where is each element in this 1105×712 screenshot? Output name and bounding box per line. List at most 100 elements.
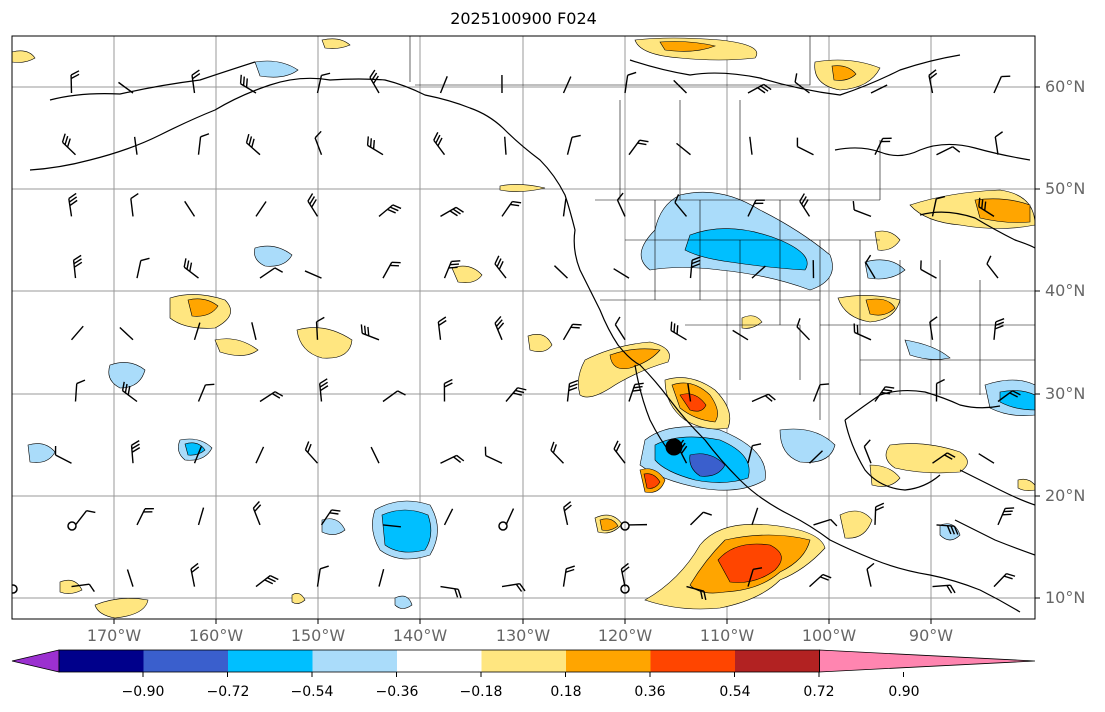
wind-barb xyxy=(747,443,762,464)
wind-barb xyxy=(986,255,999,279)
wind-barb xyxy=(494,315,505,341)
wind-barb xyxy=(928,69,938,94)
wind-barb xyxy=(197,133,210,155)
wind-barb xyxy=(686,585,707,601)
lon-label-150w: 150°W xyxy=(290,626,346,645)
wind-barb xyxy=(501,200,522,217)
wind-barb xyxy=(193,322,201,341)
wind-barb xyxy=(304,270,322,279)
wind-barb xyxy=(747,567,763,587)
wind-barb xyxy=(119,327,134,341)
wind-barb xyxy=(382,261,401,279)
wind-barb xyxy=(72,254,83,279)
wind-barb xyxy=(133,136,138,155)
wind-barb xyxy=(620,562,630,587)
wind-barb xyxy=(118,81,134,94)
wind-barb xyxy=(74,379,86,402)
wind-barb xyxy=(259,267,283,279)
wind-barb xyxy=(443,508,454,526)
wind-barb xyxy=(931,195,946,217)
wind-barb xyxy=(566,379,579,402)
colorbar-segment xyxy=(59,650,144,672)
wind-barb xyxy=(751,507,759,526)
wind-barb xyxy=(997,507,1015,526)
wind-barb xyxy=(751,393,776,403)
wind-barb xyxy=(809,573,832,588)
wind-barb xyxy=(799,193,811,217)
state-boundaries xyxy=(409,36,1035,420)
colorbar-tick-6: 0.18 xyxy=(550,684,582,700)
wind-barb xyxy=(614,316,626,341)
wind-barb xyxy=(316,72,331,94)
wind-barb xyxy=(440,585,462,599)
colorbar xyxy=(11,649,1036,677)
colorbar-segment xyxy=(566,650,651,672)
lon-label-140w: 140°W xyxy=(392,626,448,645)
wind-barb xyxy=(504,136,507,155)
wind-barb xyxy=(566,134,581,155)
wind-barb xyxy=(54,446,72,464)
lat-label-30n: 30°N xyxy=(1045,384,1086,403)
colorbar-tick-2: −0.72 xyxy=(206,684,250,700)
colorbar-tick-10: 0.90 xyxy=(888,684,920,700)
wind-barb xyxy=(505,387,527,402)
lon-label-100w: 100°W xyxy=(801,626,857,645)
wind-barb xyxy=(863,439,872,464)
wind-barb xyxy=(255,201,267,217)
wind-barb xyxy=(747,83,772,94)
lat-label-10n: 10°N xyxy=(1045,588,1086,607)
wind-barb xyxy=(121,381,138,403)
colorbar-segment xyxy=(397,650,482,672)
wind-barb xyxy=(360,324,380,341)
wind-barb xyxy=(439,76,448,94)
wind-barb xyxy=(255,574,279,588)
wind-barb xyxy=(852,200,872,218)
wind-barb xyxy=(616,192,626,217)
wind-barb xyxy=(259,391,284,403)
wind-barb xyxy=(932,584,956,594)
wind-barb xyxy=(191,69,201,94)
wind-barb xyxy=(370,446,380,464)
wind-barb xyxy=(553,265,568,279)
wind-barb xyxy=(853,323,872,341)
wind-barb xyxy=(382,390,406,403)
wind-barb xyxy=(437,316,447,340)
wind-barb xyxy=(866,562,875,587)
wind-barb xyxy=(366,136,384,156)
lon-label-170w: 170°W xyxy=(86,626,142,645)
wind-barb xyxy=(136,508,154,526)
wind-barb xyxy=(562,198,567,217)
colorbar-frame xyxy=(58,649,820,673)
wind-barb xyxy=(501,582,526,592)
wind-barb xyxy=(74,510,96,526)
wind-barb xyxy=(628,382,644,402)
wind-barb xyxy=(562,76,572,94)
wind-barb xyxy=(255,446,265,464)
wind-barb xyxy=(865,254,876,279)
colorbar-segment xyxy=(735,650,820,672)
map-gridlines xyxy=(12,36,1035,619)
wind-barb xyxy=(318,378,329,402)
wind-barb xyxy=(197,383,215,402)
wind-barb xyxy=(443,378,453,402)
wind-barb xyxy=(440,454,465,464)
lon-label-110w: 110°W xyxy=(699,626,755,645)
wind-barb xyxy=(628,139,649,156)
wind-barb xyxy=(190,562,200,587)
lat-label-40n: 40°N xyxy=(1045,281,1086,300)
wind-barb xyxy=(505,508,515,526)
storm-center-marker xyxy=(665,438,683,456)
wind-barb xyxy=(550,441,565,464)
colorbar-tick-3: −0.54 xyxy=(290,684,334,700)
wind-barb xyxy=(320,509,341,526)
wind-barb xyxy=(184,200,196,217)
wind-barb xyxy=(993,75,1011,94)
wind-barb xyxy=(993,572,1016,588)
wind-barb xyxy=(812,383,830,402)
lon-label-130w: 130°W xyxy=(495,626,551,645)
wind-barb xyxy=(559,625,575,648)
wind-barb xyxy=(315,316,325,340)
wind-barb xyxy=(936,146,961,156)
wind-barb xyxy=(183,258,199,279)
wind-barb xyxy=(613,268,630,279)
